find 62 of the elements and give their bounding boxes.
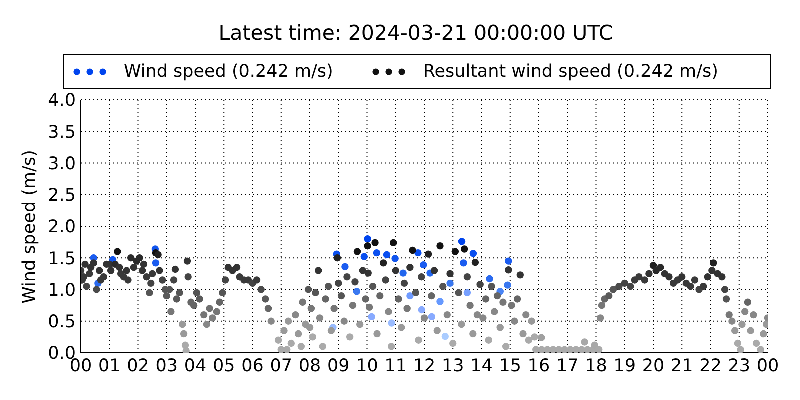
point [368, 313, 376, 321]
x-tick-label: 18 [585, 356, 608, 376]
x-tick-label: 16 [528, 356, 550, 376]
x-tick-label: 09 [327, 356, 350, 376]
x-tick-label: 00 [756, 356, 780, 376]
x-tick-label: 03 [156, 356, 178, 376]
y-tick-label: 2.0 [48, 218, 76, 238]
y-tick-label: 0.5 [48, 312, 76, 333]
x-tick-label: 23 [728, 356, 751, 376]
y-tick-label: 1.5 [48, 249, 76, 270]
point [392, 255, 399, 262]
y-tick-label: 4.0 [48, 91, 76, 112]
point [383, 251, 391, 259]
point [446, 280, 454, 288]
point [388, 320, 396, 327]
point [406, 292, 414, 300]
chart-title: Latest time: 2024-03-21 00:00:00 UTC [218, 20, 614, 46]
x-tick-label: 17 [556, 356, 579, 376]
x-tick-label: 21 [670, 356, 694, 376]
point [342, 263, 349, 271]
point [418, 306, 426, 314]
point [428, 313, 436, 321]
x-tick-label: 20 [642, 356, 665, 376]
x-tick-label: 08 [298, 356, 322, 376]
x-tick-label: 19 [614, 356, 636, 376]
x-tick-label: 12 [413, 356, 436, 376]
legend-label: Wind speed (0.242 m/s) [124, 62, 334, 82]
point [458, 238, 466, 246]
point [436, 298, 444, 306]
legend-label: Resultant wind speed (0.242 m/s) [423, 62, 718, 82]
y-tick-label: 2.5 [48, 186, 76, 206]
point [470, 250, 478, 258]
x-tick-label: 06 [242, 356, 264, 376]
point [442, 332, 449, 340]
y-tick-label: 1.0 [48, 280, 76, 301]
point [504, 282, 512, 289]
point [353, 288, 361, 296]
x-tick-label: 02 [127, 356, 150, 376]
point [360, 253, 368, 260]
point [486, 275, 494, 283]
y-axis-title: Wind speed (m/s) [19, 149, 41, 306]
point [373, 249, 381, 257]
x-tick-label: 04 [184, 356, 207, 376]
x-tick-label: 07 [270, 356, 293, 376]
x-tick-label: 22 [700, 356, 722, 376]
y-tick-label: 3.5 [48, 122, 76, 143]
point [414, 249, 422, 257]
point [420, 261, 428, 269]
point [400, 270, 407, 277]
point [152, 260, 160, 267]
x-tick-label: 13 [442, 356, 464, 376]
x-tick-label: 01 [98, 356, 121, 376]
x-tick-label: 11 [384, 356, 408, 376]
point [505, 258, 512, 265]
point [464, 289, 472, 297]
x-tick-label: 14 [470, 356, 493, 376]
x-tick-label: 15 [499, 356, 522, 376]
point [460, 260, 468, 267]
y-tick-label: 3.0 [48, 154, 76, 174]
point [364, 236, 372, 243]
x-tick-label: 10 [356, 356, 378, 376]
x-tick-label: 05 [212, 356, 236, 376]
